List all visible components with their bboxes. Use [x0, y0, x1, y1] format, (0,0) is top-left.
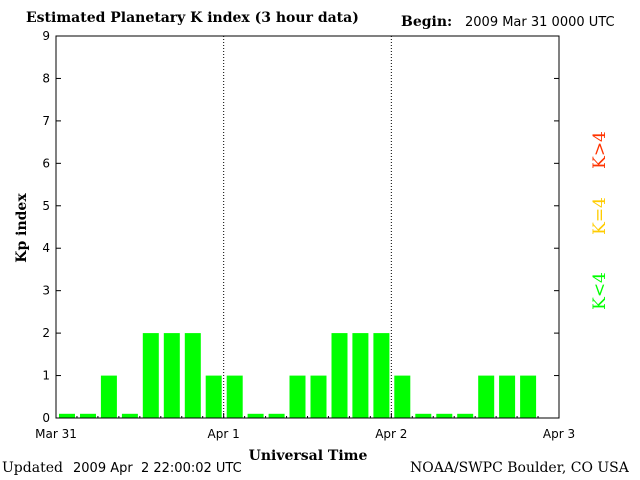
kp-bar [310, 375, 327, 418]
kp-bar [331, 333, 348, 418]
kp-bar [121, 413, 138, 418]
legend-k-above-4: K>4 [590, 131, 610, 169]
y-tick-label: 1 [42, 369, 50, 383]
y-tick-label: 0 [42, 411, 50, 425]
updated-label: Updated [2, 460, 63, 476]
y-tick-label: 5 [42, 199, 50, 213]
kp-bar [478, 375, 495, 418]
y-tick-label: 7 [42, 114, 50, 128]
kp-bar [205, 375, 222, 418]
x-tick-label: Mar 31 [35, 427, 77, 441]
kp-bar [373, 333, 390, 418]
credit-label: NOAA/SWPC Boulder, CO USA [410, 460, 629, 476]
legend-k-equal-4: K=4 [590, 197, 610, 235]
updated-value: 2009 Apr 2 22:00:02 UTC [73, 461, 242, 476]
kp-bar [59, 413, 75, 418]
y-axis-label: Kp index [14, 193, 30, 263]
kp-bar [289, 375, 306, 418]
kp-bar [499, 375, 516, 418]
kp-bar [80, 413, 96, 418]
kp-bar [352, 333, 369, 418]
kp-bar [163, 333, 180, 418]
kp-bar [436, 413, 453, 418]
kp-bar [457, 413, 474, 418]
x-axis-label: Universal Time [248, 448, 368, 464]
y-tick-label: 6 [42, 156, 50, 170]
begin-label: Begin: [401, 14, 453, 30]
kp-bar [268, 413, 285, 418]
y-tick-label: 2 [42, 326, 50, 340]
kp-bar [226, 375, 243, 418]
y-tick-label: 3 [42, 284, 50, 298]
kp-bar [100, 375, 117, 418]
begin-value: 2009 Mar 31 0000 UTC [465, 15, 615, 30]
kp-bar [184, 333, 201, 418]
y-tick-label: 9 [42, 29, 50, 43]
kp-bar [247, 413, 264, 418]
kp-bar [394, 375, 411, 418]
kp-bar [520, 375, 537, 418]
chart-title: Estimated Planetary K index (3 hour data… [26, 10, 359, 26]
legend-k-below-4: K<4 [590, 272, 610, 310]
plot-frame [55, 35, 560, 419]
y-tick-label: 8 [42, 71, 50, 85]
x-tick-label: Apr 1 [208, 427, 240, 441]
y-tick-label: 4 [42, 241, 50, 255]
kp-bar [142, 333, 159, 418]
x-tick-label: Apr 3 [543, 427, 575, 441]
x-tick-label: Apr 2 [375, 427, 407, 441]
kp-bar [415, 413, 432, 418]
